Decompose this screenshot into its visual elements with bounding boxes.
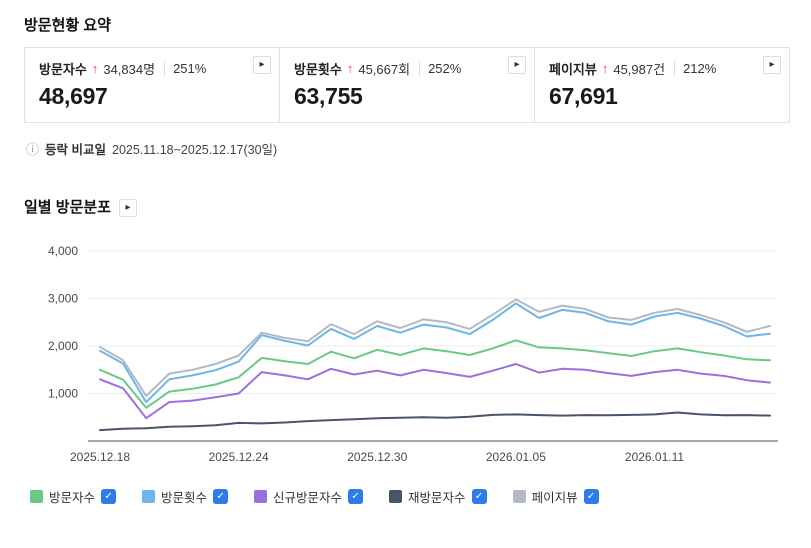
svg-text:3,000: 3,000 bbox=[48, 292, 78, 306]
pageviews-delta: 45,987건 bbox=[613, 62, 666, 77]
daily-distribution-title: 일별 방문분포 ▸ bbox=[24, 196, 811, 217]
returning-visitors-checkbox[interactable]: ✓ bbox=[471, 489, 487, 504]
check-icon: ✓ bbox=[586, 491, 596, 502]
visitors-swatch-icon bbox=[30, 490, 43, 503]
compare-info-range: 2025.11.18~2025.12.17(30일) bbox=[112, 143, 278, 157]
visits-checkbox[interactable]: ✓ bbox=[213, 489, 229, 504]
up-arrow-icon: ↑ bbox=[91, 61, 99, 76]
daily-distribution-detail-button[interactable]: ▸ bbox=[118, 199, 137, 217]
compare-info-label: 등락 비교일 bbox=[45, 143, 106, 157]
chevron-right-icon: ▸ bbox=[514, 59, 520, 70]
visits-card-top: 방문횟수 ↑ 45,667회 252% bbox=[294, 59, 522, 78]
compare-info-row: ⓘ 등락 비교일 2025.11.18~2025.12.17(30일) bbox=[26, 139, 811, 158]
legend-item-new-visitors: 신규방문자수 ✓ bbox=[254, 487, 364, 506]
chevron-right-icon: ▸ bbox=[259, 59, 265, 70]
svg-text:2025.12.30: 2025.12.30 bbox=[347, 450, 407, 464]
check-icon: ✓ bbox=[216, 491, 225, 502]
visitors-value: 48,697 bbox=[39, 83, 108, 109]
visits-detail-button[interactable]: ▸ bbox=[508, 56, 526, 74]
legend-pageviews-label: 페이지뷰 bbox=[531, 491, 578, 505]
legend-item-returning-visitors: 재방문자수 ✓ bbox=[389, 487, 487, 506]
svg-text:2,000: 2,000 bbox=[48, 339, 78, 353]
pageviews-detail-button[interactable]: ▸ bbox=[763, 56, 781, 74]
svg-text:4,000: 4,000 bbox=[48, 244, 78, 258]
visitors-detail-button[interactable]: ▸ bbox=[253, 56, 271, 74]
legend-item-visits: 방문횟수 ✓ bbox=[142, 487, 229, 506]
visitors-checkbox[interactable]: ✓ bbox=[101, 489, 117, 504]
info-icon: ⓘ bbox=[26, 142, 40, 157]
visitors-card-top: 방문자수 ↑ 34,834명 251% bbox=[39, 59, 267, 78]
visits-value: 63,755 bbox=[294, 83, 363, 109]
legend-new-visitors-label: 신규방문자수 bbox=[273, 491, 343, 505]
visits-percent: 252% bbox=[419, 61, 461, 76]
chevron-right-icon: ▸ bbox=[125, 202, 131, 213]
up-arrow-icon: ↑ bbox=[601, 61, 609, 76]
visits-label: 방문횟수 bbox=[294, 62, 342, 77]
visitors-label: 방문자수 bbox=[39, 62, 87, 77]
check-icon: ✓ bbox=[474, 491, 484, 502]
daily-visits-chart: 1,000 2,000 3,000 4,000 2025.12.18 2025.12.24… bbox=[26, 239, 811, 471]
svg-text:2026.01.05: 2026.01.05 bbox=[486, 450, 546, 464]
check-icon: ✓ bbox=[351, 491, 360, 502]
visits-delta: 45,667회 bbox=[358, 62, 411, 77]
returning-visitors-swatch-icon bbox=[389, 490, 403, 503]
pageviews-percent: 212% bbox=[674, 61, 716, 76]
svg-text:2025.12.18: 2025.12.18 bbox=[70, 450, 130, 464]
svg-text:1,000: 1,000 bbox=[48, 387, 78, 401]
visitors-delta: 34,834명 bbox=[103, 62, 156, 77]
pageviews-value: 67,691 bbox=[549, 83, 618, 109]
legend-item-pageviews: 페이지뷰 ✓ bbox=[512, 487, 599, 506]
check-icon: ✓ bbox=[104, 491, 113, 502]
legend-visitors-label: 방문자수 bbox=[49, 491, 96, 505]
chart-legend: 방문자수 ✓ 방문횟수 ✓ 신규방문자수 ✓ 재방문자수 ✓ 페이지뷰 ✓ bbox=[30, 487, 811, 506]
page-title: 방문현황 요약 bbox=[24, 17, 111, 34]
pageviews-checkbox[interactable]: ✓ bbox=[583, 489, 599, 504]
pageviews-swatch-icon bbox=[512, 490, 526, 503]
up-arrow-icon: ↑ bbox=[346, 61, 354, 76]
visits-card: 방문횟수 ↑ 45,667회 252% ▸ 63,755 bbox=[279, 48, 534, 122]
pageviews-card-top: 페이지뷰 ↑ 45,987건 212% bbox=[549, 59, 777, 78]
visitors-percent: 251% bbox=[164, 61, 206, 76]
legend-returning-visitors-label: 재방문자수 bbox=[408, 491, 466, 505]
daily-distribution-title-text: 일별 방문분포 bbox=[24, 199, 111, 216]
svg-text:2026.01.11: 2026.01.11 bbox=[625, 450, 684, 464]
chevron-right-icon: ▸ bbox=[769, 59, 775, 70]
visits-swatch-icon bbox=[142, 490, 156, 503]
legend-visits-label: 방문횟수 bbox=[161, 491, 208, 505]
new-visitors-checkbox[interactable]: ✓ bbox=[348, 489, 364, 504]
new-visitors-swatch-icon bbox=[254, 490, 268, 503]
daily-visits-chart-svg: 1,000 2,000 3,000 4,000 2025.12.18 2025.12.24… bbox=[48, 244, 778, 464]
svg-text:2025.12.24: 2025.12.24 bbox=[209, 450, 269, 464]
summary-cards: 방문자수 ↑ 34,834명 251% ▸ 48,697 방문횟수 ↑ 45,6… bbox=[24, 47, 790, 123]
visitors-card: 방문자수 ↑ 34,834명 251% ▸ 48,697 bbox=[25, 48, 279, 122]
pageviews-label: 페이지뷰 bbox=[549, 62, 597, 77]
pageviews-card: 페이지뷰 ↑ 45,987건 212% ▸ 67,691 bbox=[534, 48, 789, 122]
legend-item-visitors: 방문자수 ✓ bbox=[30, 487, 117, 506]
